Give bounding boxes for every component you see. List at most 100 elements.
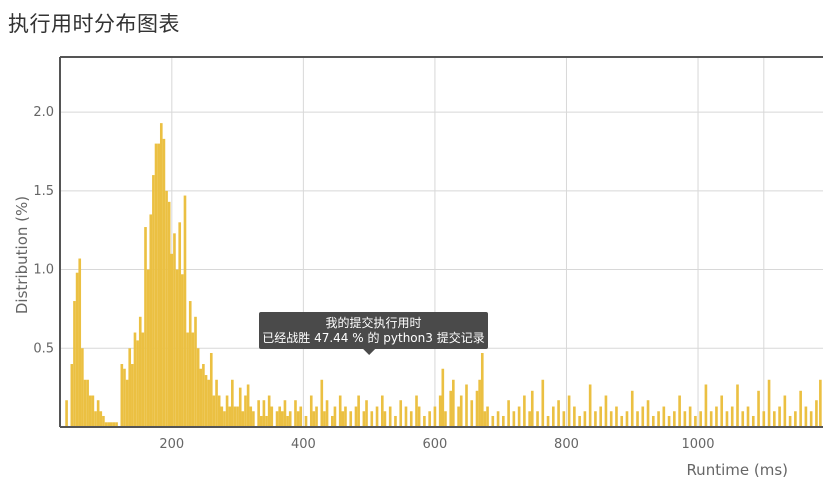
- histogram-bar: [325, 400, 329, 427]
- histogram-bar: [154, 143, 158, 427]
- tooltip-box: [259, 312, 488, 349]
- histogram-bar: [428, 411, 431, 427]
- histogram-bar: [480, 353, 484, 427]
- histogram-bar: [715, 406, 718, 427]
- histogram-bar: [309, 395, 313, 427]
- histogram-bar: [202, 364, 205, 427]
- histogram-bar: [778, 406, 781, 427]
- y-tick-label: 0.5: [33, 341, 54, 356]
- histogram-bar: [96, 400, 100, 427]
- histogram-bar: [257, 400, 260, 427]
- histogram-bar: [123, 368, 126, 427]
- histogram-bar: [120, 364, 124, 427]
- histogram-bar: [528, 411, 531, 427]
- histogram-bar: [441, 368, 445, 427]
- histogram-bar: [357, 395, 360, 427]
- x-axis-label: Runtime (ms): [686, 461, 788, 479]
- histogram-bar: [296, 411, 300, 427]
- histogram-bar: [320, 379, 324, 427]
- histogram-bar: [231, 379, 234, 427]
- histogram-bar: [657, 411, 660, 427]
- histogram-bar: [641, 406, 645, 427]
- histogram-bar: [128, 348, 132, 427]
- ticks-layer: 200 400 600 800 1000 0.5 1.0 1.5 2.0: [33, 105, 714, 452]
- histogram-bar: [362, 411, 366, 427]
- histogram-bar: [394, 415, 397, 427]
- histogram-bar: [83, 379, 87, 427]
- histogram-bar: [175, 269, 179, 427]
- histogram-bar: [459, 395, 463, 427]
- histogram-bar: [523, 395, 526, 427]
- histogram-bar: [220, 406, 224, 427]
- histogram-bar: [181, 274, 184, 427]
- histogram-bar: [370, 411, 374, 427]
- bars-layer: [65, 123, 822, 428]
- histogram-bar: [141, 332, 145, 427]
- histogram-bar: [259, 415, 263, 427]
- histogram-bar: [399, 400, 403, 427]
- histogram-bar: [167, 201, 171, 427]
- histogram-bar: [236, 406, 239, 427]
- histogram-bar: [91, 395, 95, 427]
- histogram-bar: [502, 415, 505, 427]
- histogram-bar: [678, 395, 681, 427]
- histogram-bar: [409, 411, 413, 427]
- histogram-bar: [788, 415, 792, 427]
- histogram-bar: [354, 406, 358, 427]
- histogram-bar: [746, 406, 750, 427]
- histogram-bar: [552, 406, 555, 427]
- histogram-bar: [252, 411, 255, 427]
- histogram-bar: [152, 175, 155, 427]
- histogram-bar: [794, 411, 797, 427]
- histogram-bar: [365, 400, 368, 427]
- histogram-bar: [323, 411, 326, 427]
- histogram-bar: [157, 143, 160, 427]
- histogram-bar: [380, 395, 384, 427]
- histogram-bar: [86, 379, 89, 427]
- histogram-bar: [191, 332, 195, 427]
- histogram-bar: [646, 400, 650, 427]
- histogram-bar: [388, 406, 392, 427]
- histogram-bar: [315, 406, 318, 427]
- histogram-bar: [415, 395, 418, 427]
- histogram-bar: [199, 368, 203, 427]
- histogram-bar: [146, 269, 150, 427]
- histogram-bar: [757, 390, 760, 427]
- histogram-bar: [312, 411, 316, 427]
- histogram-bar: [109, 422, 113, 427]
- x-tick-label: 800: [554, 437, 579, 452]
- axes-layer: [59, 56, 823, 428]
- histogram-bar: [599, 406, 602, 427]
- histogram-bar: [88, 395, 92, 427]
- histogram-bar: [438, 395, 442, 427]
- histogram-bar: [238, 387, 242, 427]
- histogram-bar: [720, 395, 724, 427]
- histogram-bar: [209, 353, 213, 427]
- tooltip-pointer: [363, 349, 376, 355]
- histogram-bar: [278, 406, 282, 427]
- histogram-bar: [667, 415, 671, 427]
- histogram-bar: [81, 348, 84, 427]
- tooltip-line-1: 我的提交执行用时: [325, 315, 421, 330]
- histogram-bar: [683, 411, 687, 427]
- histogram-bar: [344, 406, 347, 427]
- histogram-bar: [65, 400, 68, 427]
- histogram-bar: [694, 415, 697, 427]
- histogram-bar: [478, 379, 481, 427]
- histogram-bar: [99, 411, 103, 427]
- histogram-bar: [115, 422, 118, 427]
- histogram-bar: [530, 390, 534, 427]
- histogram-bar: [286, 415, 289, 427]
- histogram-bar: [281, 411, 284, 427]
- histogram-bar: [225, 395, 229, 427]
- histogram-bar: [217, 395, 221, 427]
- histogram-bar: [73, 301, 76, 427]
- histogram-bar: [567, 395, 571, 427]
- histogram-bar: [125, 379, 129, 427]
- histogram-bar: [102, 415, 105, 427]
- histogram-bar: [562, 411, 566, 427]
- histogram-bar: [578, 415, 581, 427]
- y-tick-label: 1.0: [33, 263, 54, 278]
- histogram-bar: [304, 415, 308, 427]
